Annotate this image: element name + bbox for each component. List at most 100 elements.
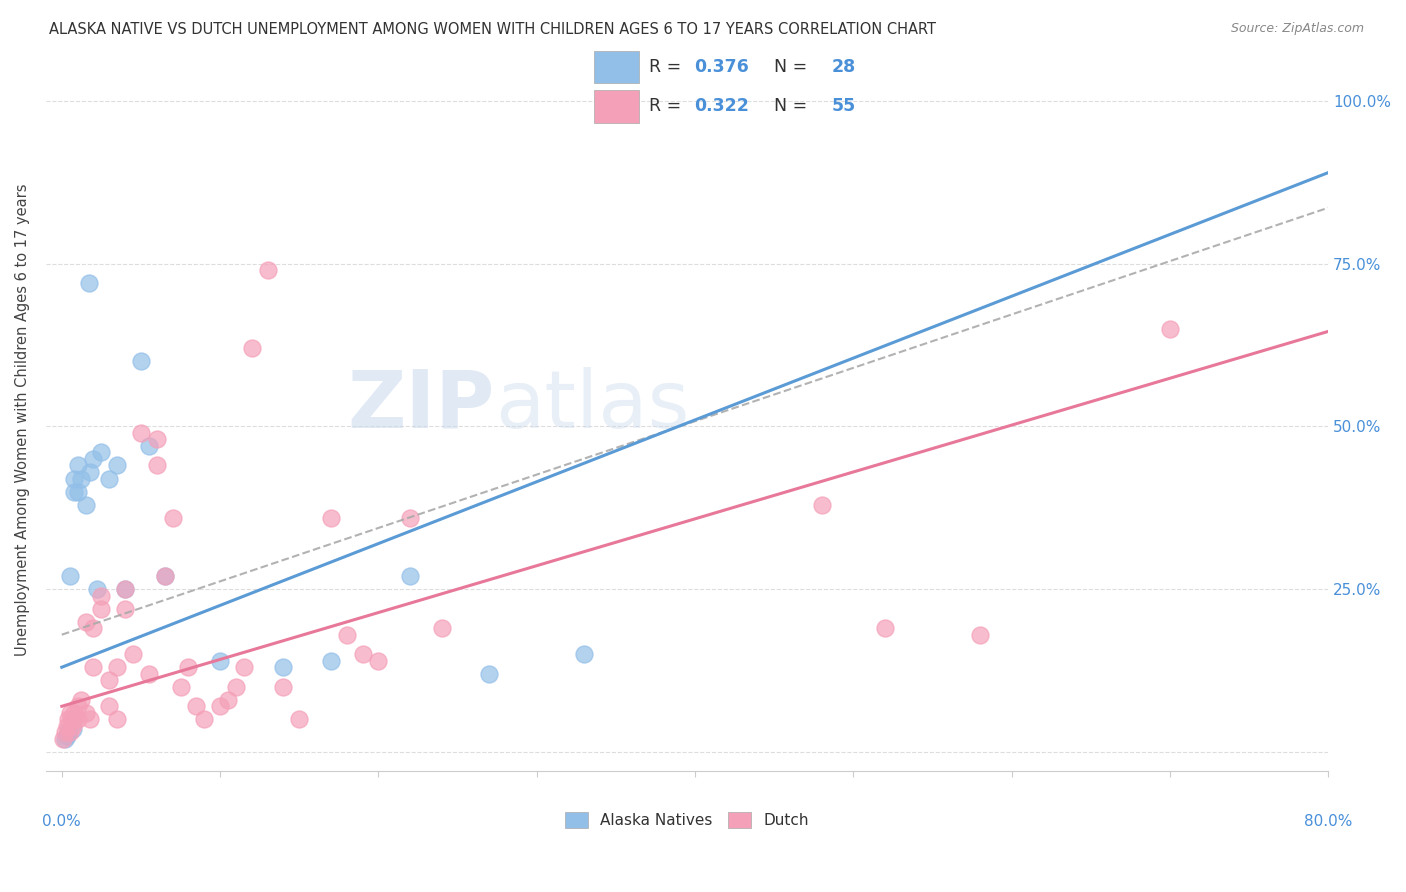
- Text: atlas: atlas: [495, 367, 689, 445]
- Text: N =: N =: [762, 58, 813, 76]
- Point: [59, 569, 82, 583]
- Point: [1159, 322, 1181, 336]
- Point: [62, 719, 84, 733]
- Point: [114, 601, 136, 615]
- Point: [138, 439, 160, 453]
- Text: Source: ZipAtlas.com: Source: ZipAtlas.com: [1230, 22, 1364, 36]
- Legend: Alaska Natives, Dutch: Alaska Natives, Dutch: [560, 805, 815, 834]
- Point: [69, 471, 91, 485]
- Point: [98, 699, 121, 714]
- Point: [77, 277, 100, 291]
- Point: [63, 706, 86, 720]
- Point: [63, 471, 86, 485]
- Point: [256, 263, 278, 277]
- Point: [66, 712, 89, 726]
- Point: [63, 712, 86, 726]
- Point: [105, 712, 128, 726]
- Point: [873, 621, 896, 635]
- Text: ALASKA NATIVE VS DUTCH UNEMPLOYMENT AMONG WOMEN WITH CHILDREN AGES 6 TO 17 YEARS: ALASKA NATIVE VS DUTCH UNEMPLOYMENT AMON…: [49, 22, 936, 37]
- Point: [153, 569, 176, 583]
- Point: [75, 706, 97, 720]
- Point: [82, 621, 104, 635]
- Point: [273, 660, 295, 674]
- Point: [399, 510, 422, 524]
- Point: [138, 666, 160, 681]
- Point: [55, 729, 77, 743]
- Point: [969, 628, 991, 642]
- Point: [186, 699, 208, 714]
- Point: [146, 458, 169, 473]
- Point: [273, 680, 295, 694]
- Point: [193, 712, 215, 726]
- Point: [79, 465, 101, 479]
- Point: [129, 425, 152, 440]
- Text: 55: 55: [831, 97, 856, 115]
- Point: [478, 666, 501, 681]
- Point: [59, 725, 82, 739]
- Point: [129, 354, 152, 368]
- Point: [75, 498, 97, 512]
- Point: [52, 731, 75, 746]
- Point: [114, 582, 136, 596]
- Point: [153, 569, 176, 583]
- Point: [209, 654, 232, 668]
- Point: [319, 654, 342, 668]
- Point: [105, 458, 128, 473]
- Point: [225, 680, 247, 694]
- Point: [55, 719, 77, 733]
- Point: [86, 582, 108, 596]
- Point: [162, 510, 184, 524]
- Text: 0.0%: 0.0%: [42, 814, 82, 829]
- FancyBboxPatch shape: [593, 90, 638, 122]
- Point: [53, 725, 76, 739]
- Text: 0.322: 0.322: [693, 97, 748, 115]
- Point: [60, 712, 83, 726]
- Point: [169, 680, 191, 694]
- Text: ZIP: ZIP: [347, 367, 495, 445]
- Point: [56, 725, 79, 739]
- Point: [63, 484, 86, 499]
- Point: [288, 712, 311, 726]
- Point: [59, 706, 82, 720]
- Point: [56, 712, 79, 726]
- Point: [53, 731, 76, 746]
- Point: [82, 660, 104, 674]
- Point: [367, 654, 389, 668]
- Y-axis label: Unemployment Among Women with Children Ages 6 to 17 years: Unemployment Among Women with Children A…: [15, 184, 30, 657]
- Point: [336, 628, 359, 642]
- Point: [90, 445, 112, 459]
- Point: [810, 498, 832, 512]
- Text: R =: R =: [650, 58, 686, 76]
- Text: N =: N =: [762, 97, 813, 115]
- Point: [399, 569, 422, 583]
- Point: [209, 699, 232, 714]
- Point: [240, 342, 263, 356]
- Point: [232, 660, 254, 674]
- Text: 80.0%: 80.0%: [1303, 814, 1353, 829]
- Point: [352, 647, 374, 661]
- Point: [105, 660, 128, 674]
- Point: [430, 621, 453, 635]
- Point: [90, 589, 112, 603]
- Point: [90, 601, 112, 615]
- Point: [69, 692, 91, 706]
- Point: [146, 433, 169, 447]
- Point: [98, 471, 121, 485]
- Point: [82, 452, 104, 467]
- Point: [114, 582, 136, 596]
- Point: [75, 615, 97, 629]
- Text: 0.376: 0.376: [693, 58, 748, 76]
- Point: [319, 510, 342, 524]
- Point: [122, 647, 145, 661]
- Point: [66, 484, 89, 499]
- FancyBboxPatch shape: [593, 51, 638, 83]
- Point: [66, 458, 89, 473]
- Point: [62, 722, 84, 736]
- Point: [217, 692, 239, 706]
- Point: [66, 699, 89, 714]
- Text: 28: 28: [831, 58, 856, 76]
- Point: [98, 673, 121, 688]
- Point: [572, 647, 595, 661]
- Text: R =: R =: [650, 97, 686, 115]
- Point: [177, 660, 200, 674]
